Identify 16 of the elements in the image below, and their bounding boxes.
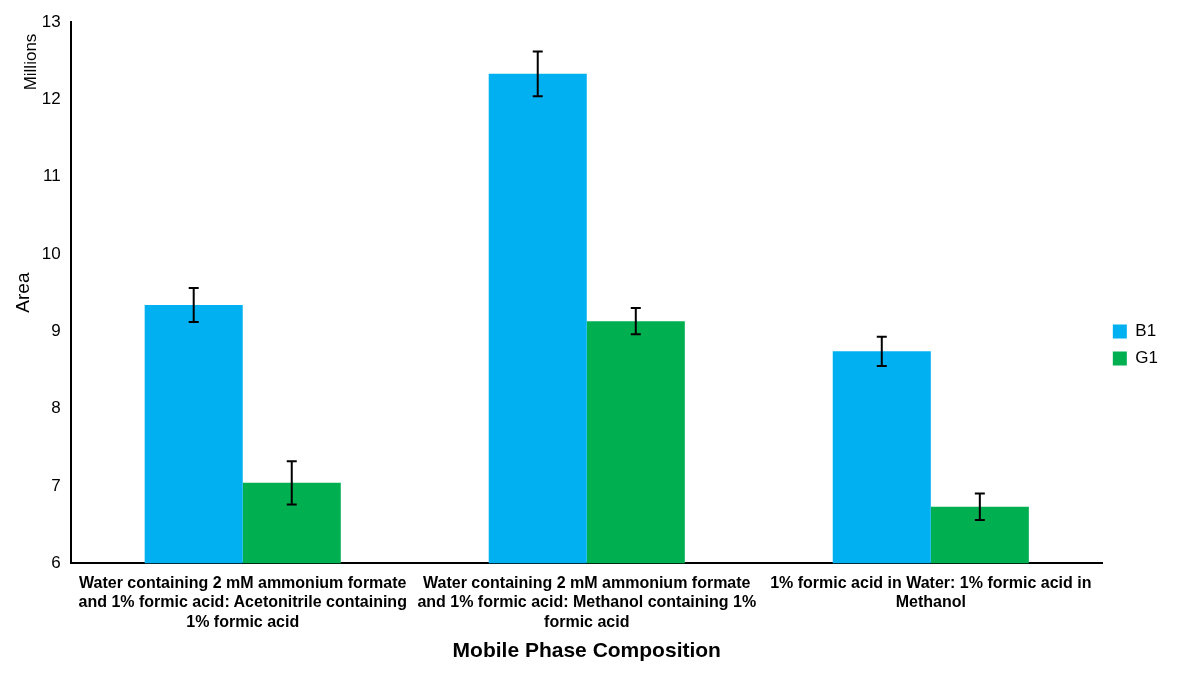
y-axis-title: Area bbox=[11, 272, 33, 313]
y-tick-label: 6 bbox=[51, 552, 61, 572]
y-tick-label: 7 bbox=[51, 475, 61, 495]
x-axis-title: Mobile Phase Composition bbox=[452, 638, 721, 662]
legend-label: B1 bbox=[1135, 321, 1157, 341]
text: Millions bbox=[21, 33, 40, 91]
y-tick-label: 8 bbox=[51, 398, 61, 418]
y-tick-label: 12 bbox=[41, 89, 61, 108]
y-tick-label: 11 bbox=[43, 166, 61, 186]
y-tick-label: 10 bbox=[41, 243, 61, 263]
x-tick-label: Water containing 2 mM ammonium formate and 1% formic acid: Methanol containing 1% formic acid bbox=[417, 574, 757, 630]
x-tick-label: 1% formic acid in Water: 1% formic acid in Methanol bbox=[770, 574, 1092, 611]
x-tick-label: Water containing 2 mM ammonium formate and 1% formic acid: Acetonitrile containing 1% formic acid bbox=[78, 574, 407, 630]
legend-label: G1 bbox=[1135, 348, 1159, 368]
y-tick-label: 13 bbox=[41, 11, 61, 31]
y-tick-label: 9 bbox=[51, 320, 61, 340]
